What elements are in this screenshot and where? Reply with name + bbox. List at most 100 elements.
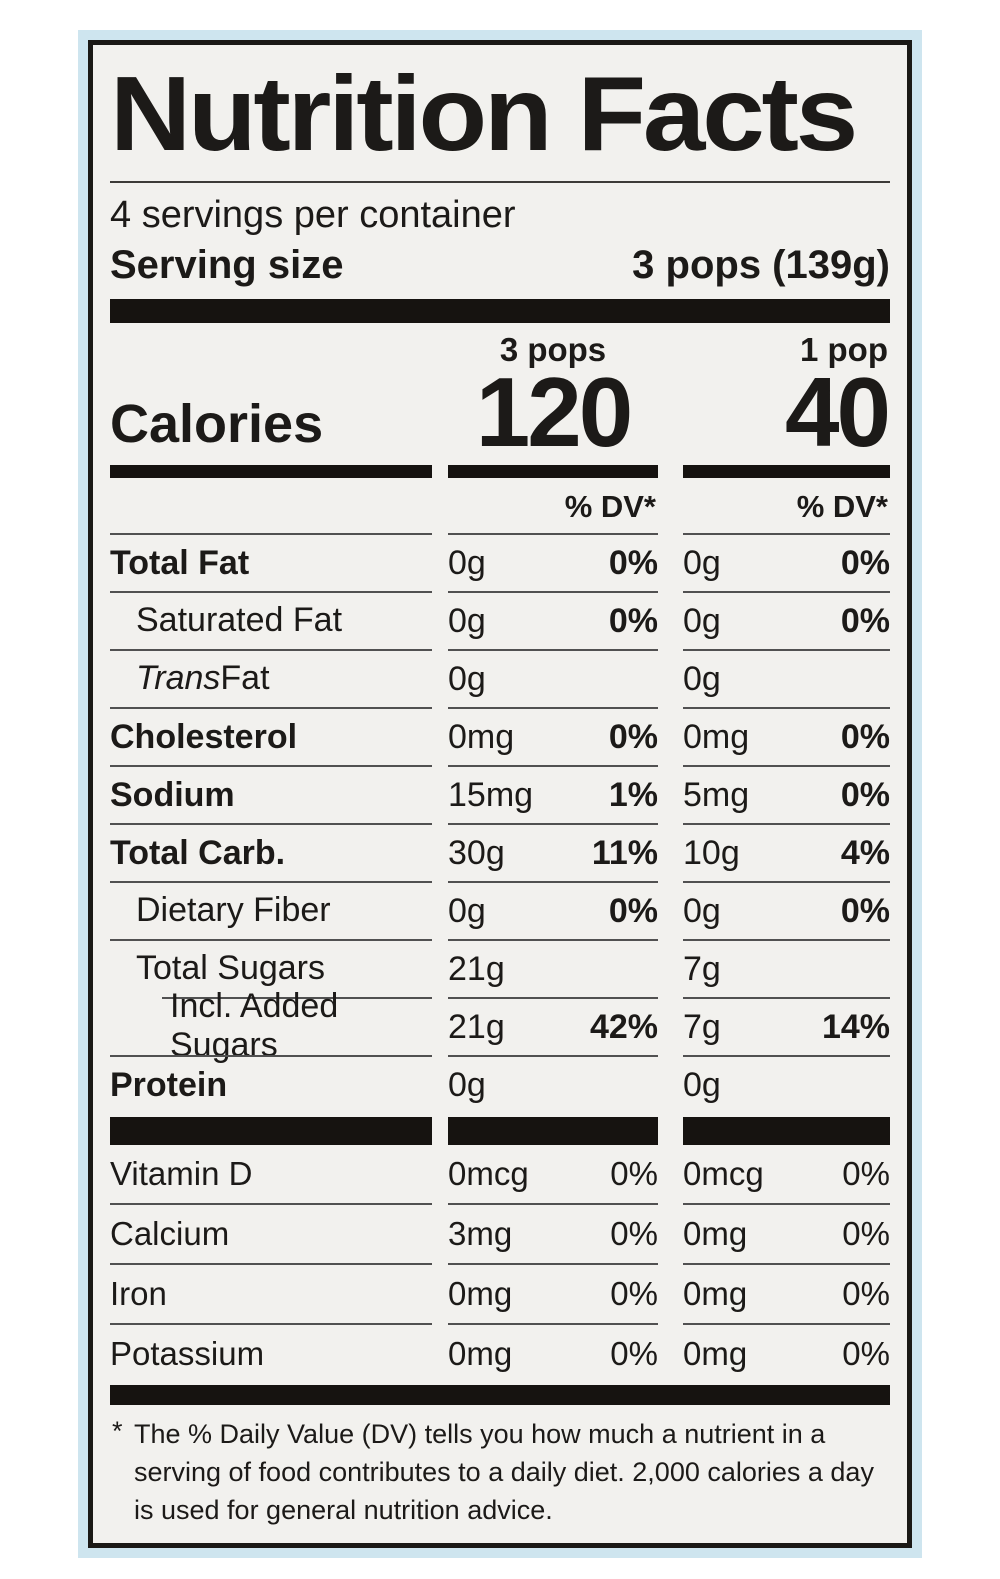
section-divider-bars: [110, 1117, 890, 1146]
nutrient-row: Dietary Fiber 0g 0% 0g 0%: [110, 881, 890, 939]
divider-bar: [110, 1117, 432, 1146]
column-header-3pops: 3 pops: [499, 331, 607, 368]
amount-3pops: 0g: [448, 891, 486, 930]
amount-1pop: 0mg: [683, 717, 750, 756]
nutrient-row: Saturated Fat 0g 0% 0g 0%: [110, 591, 890, 649]
divider-bar: [683, 1117, 890, 1146]
page-title: Nutrition Facts: [110, 55, 858, 173]
value-cell-1pop: 7g 14%: [683, 997, 890, 1055]
nutrient-name: Protein: [110, 1055, 432, 1113]
amount-1pop: 0g: [683, 1065, 721, 1104]
nutrient-name: Saturated Fat: [110, 591, 432, 647]
footnote-text: The % Daily Value (DV) tells you how muc…: [134, 1419, 874, 1526]
daily-value-1pop: 0%: [840, 543, 890, 582]
value-cell-1pop: 0mg 0%: [683, 1263, 890, 1323]
amount-3pops: 0g: [448, 601, 486, 640]
nutrient-row: Trans Fat 0g 0g: [110, 649, 890, 707]
daily-value-1pop: 0%: [842, 1335, 890, 1373]
underline-bar: [683, 465, 890, 479]
daily-value-1pop: 14%: [821, 1007, 890, 1046]
daily-value-1pop: 4%: [840, 833, 890, 872]
underline-bar: [110, 465, 432, 479]
daily-value-3pops: 0%: [608, 717, 658, 756]
daily-value-3pops: 0%: [610, 1155, 658, 1193]
daily-value-1pop: 0%: [840, 775, 890, 814]
daily-value-3pops: 11%: [591, 833, 658, 872]
value-cell-1pop: 0mg 0%: [683, 707, 890, 765]
micronutrient-row: Vitamin D 0mcg 0% 0mcg 0%: [110, 1145, 890, 1203]
servings-per-container: 4 servings per container: [110, 194, 516, 236]
daily-value-1pop: 0%: [842, 1155, 890, 1193]
amount-3pops: 0g: [448, 543, 486, 582]
value-cell-3pops: 0g: [448, 649, 658, 707]
dv-header-1pop: % DV*: [796, 489, 888, 525]
nutrient-name: Sodium: [110, 765, 432, 823]
amount-1pop: 5mg: [683, 775, 750, 814]
micronutrient-row: Calcium 3mg 0% 0mg 0%: [110, 1203, 890, 1263]
value-cell-1pop: 0mg 0%: [683, 1323, 890, 1383]
footnote: * The % Daily Value (DV) tells you how m…: [110, 1415, 890, 1529]
nutrient-row: Total Fat 0g 0% 0g 0%: [110, 533, 890, 591]
amount-1pop: 0mg: [683, 1275, 748, 1313]
dv-header-3pops: % DV*: [564, 489, 656, 525]
underline-bar: [448, 465, 658, 479]
micronutrient-row: Iron 0mg 0% 0mg 0%: [110, 1263, 890, 1323]
nutrient-row: Sodium 15mg 1% 5mg 0%: [110, 765, 890, 823]
amount-3pops: 0g: [448, 659, 486, 698]
amount-3pops: 30g: [448, 833, 505, 872]
nutrient-name: Calcium: [110, 1203, 432, 1263]
amount-1pop: 0g: [683, 891, 721, 930]
nutrient-row: Protein 0g 0g: [110, 1055, 890, 1113]
value-cell-3pops: 0g 0%: [448, 533, 658, 591]
amount-1pop: 0g: [683, 601, 721, 640]
value-cell-3pops: 0mcg 0%: [448, 1145, 658, 1203]
micronutrient-row: Potassium 0mg 0% 0mg 0%: [110, 1323, 890, 1383]
serving-size-row: Serving size 3 pops (139g): [110, 239, 890, 291]
amount-1pop: 0g: [683, 659, 721, 698]
value-cell-3pops: 0mg 0%: [448, 1263, 658, 1323]
value-cell-3pops: 0g: [448, 1055, 658, 1113]
value-cell-3pops: 30g 11%: [448, 823, 658, 881]
nutrient-name: Iron: [110, 1263, 432, 1323]
micronutrient-rows: Vitamin D 0mcg 0% 0mcg 0% Calcium 3mg 0% 0mg 0% Ir…: [110, 1145, 890, 1383]
footnote-asterisk: *: [112, 1416, 123, 1447]
column-header-1pop: 1 pop: [800, 331, 888, 368]
nutrition-facts-panel: Nutrition Facts 4 servings per container…: [88, 40, 912, 1548]
nutrient-name: Total Sugars: [110, 939, 432, 995]
nutrient-row: Cholesterol 0mg 0% 0mg 0%: [110, 707, 890, 765]
serving-size-label: Serving size: [110, 243, 344, 287]
nutrient-name: Incl. Added Sugars: [162, 987, 432, 1064]
nutrient-name: Total Carb.: [110, 823, 432, 881]
value-cell-3pops: 15mg 1%: [448, 765, 658, 823]
nutrient-row: Incl. Added Sugars 21g 42% 7g 14%: [110, 987, 890, 1064]
value-cell-3pops: 21g 42%: [448, 997, 658, 1055]
amount-1pop: 0mg: [683, 1335, 748, 1373]
daily-value-3pops: 0%: [608, 601, 658, 640]
amount-1pop: 0g: [683, 543, 721, 582]
divider: [110, 181, 890, 183]
spacer: [110, 512, 432, 533]
amount-1pop: 7g: [683, 1007, 721, 1046]
nutrient-name: Dietary Fiber: [110, 881, 432, 937]
amount-3pops: 21g: [448, 949, 505, 988]
amount-1pop: 0mg: [683, 1215, 748, 1253]
amount-3pops: 15mg: [448, 775, 534, 814]
nutrient-name: Cholesterol: [110, 707, 432, 765]
nutrient-row: Total Sugars 21g 7g: [110, 939, 890, 997]
daily-value-3pops: 0%: [610, 1335, 658, 1373]
calories-column-headers: 3 pops 1 pop: [110, 333, 890, 367]
nutrient-rows: Total Fat 0g 0% 0g 0% Saturated Fat 0g 0% 0g 0% Tr…: [110, 533, 890, 1113]
amount-1pop: 7g: [683, 949, 721, 988]
daily-value-3pops: 0%: [610, 1275, 658, 1313]
amount-3pops: 0g: [448, 1065, 486, 1104]
daily-value-3pops: 0%: [608, 891, 658, 930]
daily-value-1pop: 0%: [840, 601, 890, 640]
daily-value-1pop: 0%: [842, 1215, 890, 1253]
value-cell-1pop: 0g 0%: [683, 591, 890, 649]
daily-value-1pop: 0%: [840, 717, 890, 756]
calories-label: Calories: [110, 394, 324, 455]
value-cell-3pops: 0mg 0%: [448, 1323, 658, 1383]
daily-value-3pops: 42%: [589, 1007, 658, 1046]
amount-3pops: 0mg: [448, 1275, 513, 1313]
thick-divider-bar: [110, 299, 890, 323]
